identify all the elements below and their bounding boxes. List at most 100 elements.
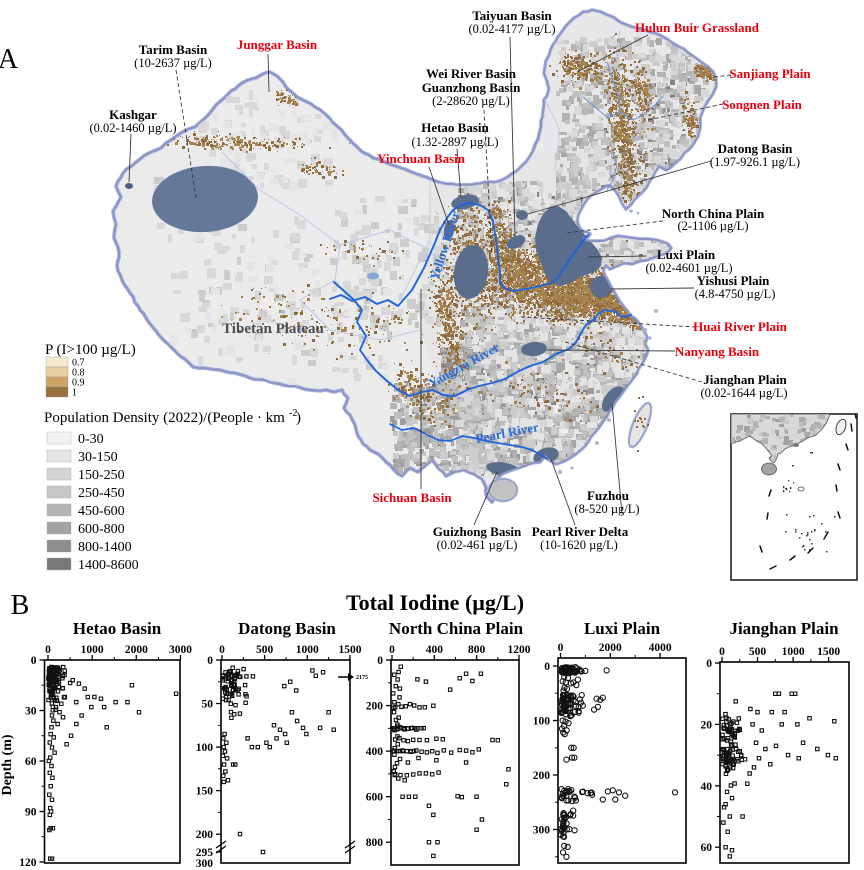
svg-text:Hulun Buir Grassland: Hulun Buir Grassland: [635, 20, 760, 35]
svg-text:600: 600: [366, 792, 384, 804]
svg-text:800: 800: [468, 644, 486, 656]
svg-text:(0.02-1460 µg/L): (0.02-1460 µg/L): [89, 121, 176, 135]
svg-text:(0.02-4601 µg/L): (0.02-4601 µg/L): [645, 261, 732, 275]
svg-text:4000: 4000: [649, 642, 672, 654]
svg-text:B: B: [11, 590, 30, 621]
svg-text:500: 500: [256, 644, 274, 656]
svg-text:300: 300: [196, 858, 214, 870]
svg-text:100: 100: [196, 742, 214, 754]
svg-text:150: 150: [196, 786, 214, 798]
svg-text:(0.02-4177 µg/L): (0.02-4177 µg/L): [468, 22, 555, 36]
svg-text:Nanyang Basin: Nanyang Basin: [675, 344, 760, 359]
svg-text:0: 0: [558, 642, 564, 654]
svg-text:400: 400: [366, 746, 384, 758]
svg-text:(2-1106 µg/L): (2-1106 µg/L): [678, 219, 749, 233]
svg-text:120: 120: [19, 857, 37, 869]
svg-text:(1.97-926.1 µg/L): (1.97-926.1 µg/L): [710, 155, 800, 169]
svg-text:Guizhong Basin: Guizhong Basin: [433, 524, 522, 539]
svg-text:Sichuan Basin: Sichuan Basin: [372, 490, 452, 505]
svg-text:-2: -2: [289, 408, 297, 419]
svg-text:250-450: 250-450: [78, 486, 125, 501]
svg-text:North China Plain: North China Plain: [389, 619, 524, 638]
svg-text:0: 0: [706, 658, 712, 670]
svg-text:1500: 1500: [338, 644, 361, 656]
svg-text:2175: 2175: [356, 675, 368, 681]
svg-text:1: 1: [72, 388, 77, 399]
svg-text:150-250: 150-250: [78, 468, 125, 483]
svg-text:0.9: 0.9: [72, 378, 85, 389]
svg-text:Luxi Plain: Luxi Plain: [657, 247, 716, 262]
svg-text:40: 40: [701, 781, 713, 793]
svg-text:60: 60: [25, 756, 37, 768]
svg-text:Luxi Plain: Luxi Plain: [584, 619, 661, 638]
svg-text:Songnen Plain: Songnen Plain: [722, 97, 803, 112]
svg-text:North China Plain: North China Plain: [662, 206, 765, 221]
svg-text:Guanzhong Basin: Guanzhong Basin: [422, 80, 521, 95]
svg-text:450-600: 450-600: [78, 504, 125, 519]
svg-text:50: 50: [202, 699, 214, 711]
svg-text:Junggar Basin: Junggar Basin: [237, 37, 318, 52]
svg-text:0: 0: [45, 644, 51, 656]
svg-text:0: 0: [219, 644, 225, 656]
svg-text:(8-520 µg/L): (8-520 µg/L): [574, 502, 639, 516]
svg-text:A: A: [0, 44, 19, 75]
svg-text:Pearl River Delta: Pearl River Delta: [532, 524, 629, 539]
svg-text:90: 90: [25, 806, 37, 818]
svg-text:Sanjiang Plain: Sanjiang Plain: [729, 66, 811, 81]
svg-text:1000: 1000: [782, 646, 805, 658]
svg-text:Jianghan Plain: Jianghan Plain: [703, 372, 787, 387]
svg-text:3000: 3000: [169, 644, 192, 656]
svg-text:200: 200: [196, 829, 214, 841]
svg-text:Yinchuan Basin: Yinchuan Basin: [377, 151, 466, 166]
svg-text:30: 30: [25, 705, 37, 717]
svg-text:Total Iodine (µg/L): Total Iodine (µg/L): [346, 590, 524, 615]
svg-text:): ): [296, 410, 301, 426]
svg-text:(2-28620 µg/L): (2-28620 µg/L): [432, 94, 510, 108]
svg-text:Datong Basin: Datong Basin: [718, 141, 794, 156]
svg-text:Kashgar: Kashgar: [109, 107, 157, 122]
svg-text:800: 800: [366, 837, 384, 849]
svg-text:0: 0: [377, 655, 383, 667]
svg-text:0: 0: [719, 646, 725, 658]
svg-text:800-1400: 800-1400: [78, 540, 132, 555]
svg-text:Hetao Basin: Hetao Basin: [421, 120, 489, 135]
svg-text:600-800: 600-800: [78, 522, 125, 537]
svg-text:Depth (m): Depth (m): [0, 734, 15, 795]
svg-text:Huai River Plain: Huai River Plain: [693, 319, 787, 334]
svg-text:0: 0: [31, 655, 37, 667]
svg-text:0.8: 0.8: [72, 368, 85, 379]
svg-text:1400-8600: 1400-8600: [78, 558, 139, 573]
svg-text:(0.02-461 µg/L): (0.02-461 µg/L): [437, 538, 518, 552]
svg-text:0: 0: [207, 655, 213, 667]
svg-text:1000: 1000: [296, 644, 319, 656]
svg-text:Population Density (2022)/(Peo: Population Density (2022)/(People · km: [44, 410, 285, 426]
svg-text:2000: 2000: [599, 642, 622, 654]
svg-text:500: 500: [749, 646, 767, 658]
svg-text:Tibetan Plateau: Tibetan Plateau: [222, 321, 324, 337]
svg-text:60: 60: [701, 842, 713, 854]
svg-text:295: 295: [196, 847, 214, 859]
svg-text:(10-2637 µg/L): (10-2637 µg/L): [134, 56, 212, 70]
svg-text:Datong Basin: Datong Basin: [238, 619, 336, 638]
svg-text:1500: 1500: [817, 646, 840, 658]
svg-text:0: 0: [544, 661, 550, 673]
svg-text:100: 100: [533, 716, 551, 728]
svg-text:Taiyuan Basin: Taiyuan Basin: [472, 8, 552, 23]
svg-text:Jianghan Plain: Jianghan Plain: [729, 619, 839, 638]
svg-text:1200: 1200: [507, 644, 530, 656]
svg-text:Fuzhou: Fuzhou: [587, 488, 629, 503]
svg-text:Tarim Basin: Tarim Basin: [139, 42, 208, 57]
svg-text:200: 200: [533, 770, 551, 782]
svg-text:0: 0: [389, 644, 395, 656]
svg-text:300: 300: [533, 825, 551, 837]
svg-text:(0.02-1644 µg/L): (0.02-1644 µg/L): [700, 386, 787, 400]
svg-text:30-150: 30-150: [78, 450, 118, 465]
svg-text:(4.8-4750 µg/L): (4.8-4750 µg/L): [695, 287, 776, 301]
svg-text:20: 20: [701, 719, 713, 731]
svg-text:P (I>100 µg/L): P (I>100 µg/L): [45, 342, 136, 358]
svg-text:(1.32-2897 µg/L): (1.32-2897 µg/L): [411, 135, 498, 149]
svg-text:400: 400: [426, 644, 444, 656]
svg-text:0.7: 0.7: [72, 358, 85, 369]
svg-text:2000: 2000: [125, 644, 148, 656]
svg-text:Yishusi Plain: Yishusi Plain: [697, 273, 771, 288]
